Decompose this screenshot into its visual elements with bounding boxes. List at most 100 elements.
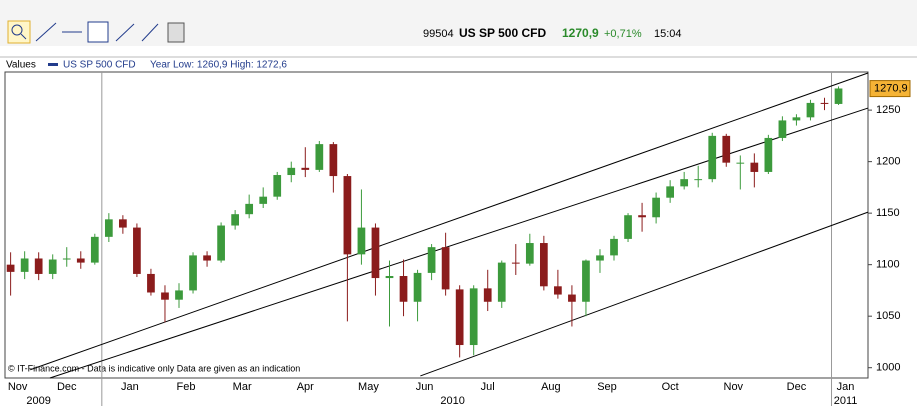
x-tick-label: Jul (481, 381, 495, 393)
candle-body (76, 258, 85, 263)
candle-body (301, 167, 310, 170)
header-code: 99504 (423, 28, 454, 40)
legend-range: Year Low: 1260,9 High: 1272,6 (150, 60, 287, 71)
candle-body (582, 260, 590, 302)
x-tick-label: Nov (8, 381, 28, 393)
footnote: © IT-Finance.com - Data is indicative on… (8, 363, 300, 373)
year-label: 2009 (26, 395, 50, 406)
tool-fibo[interactable] (87, 21, 109, 43)
candle-body (189, 255, 197, 291)
year-label: 2010 (440, 395, 464, 406)
y-tick-label: 1050 (876, 310, 900, 322)
trend-line (420, 211, 869, 377)
x-tick-label: Jan (837, 381, 855, 393)
candle-body (441, 247, 450, 290)
header-time: 15:04 (654, 28, 682, 40)
candle-body (385, 276, 394, 279)
y-tick-label: 1200 (876, 156, 900, 168)
candle-body (175, 290, 183, 300)
candle-body (147, 273, 155, 293)
candle-body (119, 219, 127, 228)
candle-body (610, 238, 618, 256)
candle-body (680, 179, 689, 187)
candle-body (652, 197, 660, 218)
trend-line (30, 72, 869, 371)
y-tick-label: 1000 (876, 362, 900, 374)
candle-body (694, 179, 703, 181)
candle-body (834, 88, 843, 104)
candle-body (539, 243, 548, 287)
legend-label: Values (6, 60, 36, 71)
tools (7, 20, 185, 44)
trend-line (49, 107, 869, 379)
candle-body (259, 196, 268, 204)
candle-body (638, 215, 646, 218)
tool-delete[interactable] (167, 22, 185, 43)
candle-body (427, 247, 436, 273)
last-value-box (869, 80, 911, 98)
candle-body (750, 162, 759, 172)
candle-body (792, 117, 801, 121)
candle-body (329, 144, 338, 177)
candle-body (624, 215, 632, 239)
x-tick-label: Apr (297, 381, 314, 393)
y-tick-label: 1100 (876, 259, 900, 271)
candle-body (722, 135, 731, 163)
candle-body (497, 262, 506, 302)
candle-body (245, 203, 254, 215)
candle-body (6, 264, 15, 272)
last-value-label: 1270,9 (874, 82, 908, 94)
candle-body (273, 175, 282, 197)
header-change: +0,71% (604, 28, 642, 40)
candle-body (371, 227, 380, 279)
candle-body (399, 276, 408, 302)
year-label: 2011 (834, 395, 858, 406)
candle-body (287, 167, 296, 176)
candle-body (90, 236, 99, 263)
zoom-icon (11, 24, 23, 36)
candle-body (483, 288, 492, 302)
candle-body (511, 262, 520, 264)
candle-body (315, 144, 324, 170)
x-tick-label: Jun (416, 381, 434, 393)
tool-channel[interactable] (141, 23, 159, 42)
y-tick-label: 1150 (876, 207, 900, 219)
legend-series: US SP 500 CFD (63, 60, 136, 71)
candle-body (736, 162, 745, 164)
candle-body (708, 135, 717, 180)
candle-body (34, 258, 43, 274)
candle-body (104, 219, 113, 237)
candle-body (217, 225, 225, 261)
candle-body (203, 255, 211, 261)
candle-body (48, 259, 57, 274)
tool-zoom[interactable] (7, 20, 31, 44)
candle-body (820, 102, 829, 104)
candle-body (231, 214, 239, 226)
candle-body (596, 255, 604, 261)
x-tick-label: Aug (541, 381, 561, 393)
y-tick-label: 1250 (876, 104, 900, 116)
tool-line[interactable] (35, 22, 57, 42)
x-tick-label: May (358, 381, 379, 393)
legend-swatch (48, 63, 58, 66)
candle-body (62, 258, 71, 260)
candle-body (469, 288, 478, 346)
candle-body (666, 186, 675, 198)
tool-trend[interactable] (115, 23, 135, 42)
candle-body (525, 243, 534, 264)
x-tick-label: Jan (121, 381, 139, 393)
zoom-handle (20, 33, 27, 40)
x-tick-label: Sep (597, 381, 617, 393)
candle-body (764, 137, 773, 172)
candle-body (778, 120, 787, 138)
candle-body (413, 272, 422, 302)
toolbar (0, 0, 917, 46)
x-tick-label: Dec (57, 381, 77, 393)
candle-body (161, 292, 169, 300)
candle-body (554, 286, 562, 295)
x-tick-label: Feb (177, 381, 196, 393)
candle-body (343, 176, 352, 255)
candle-body (455, 289, 464, 346)
